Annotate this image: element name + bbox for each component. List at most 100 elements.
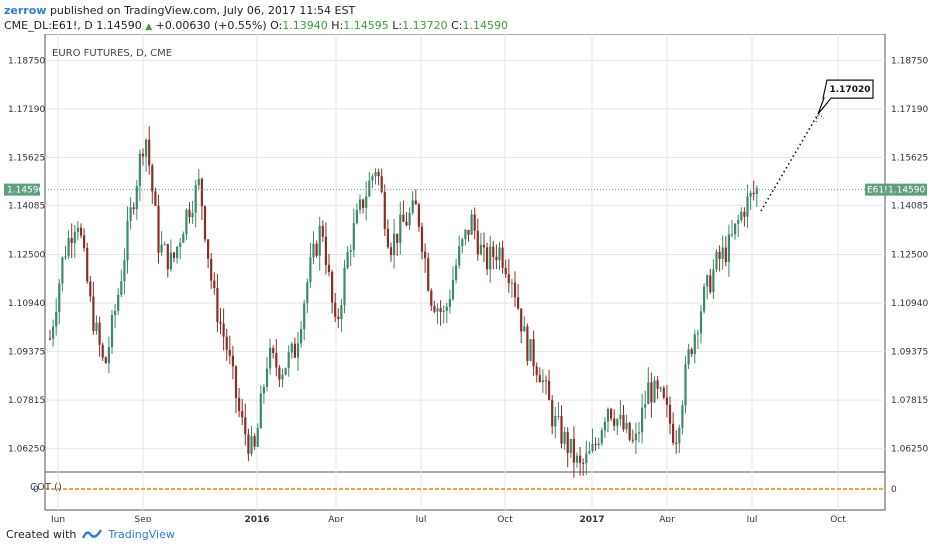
candle-body <box>709 275 712 293</box>
candle-body <box>231 355 234 367</box>
x-tick-label: Apr <box>659 515 675 522</box>
candle-body <box>572 439 575 463</box>
last-price: 1.14590 <box>96 19 142 32</box>
y-tick-left: 1.15625 <box>8 153 45 163</box>
y-tick-right: 1.17190 <box>891 105 928 115</box>
candle-body <box>396 233 399 243</box>
candle-body <box>337 316 340 320</box>
candle-body <box>399 214 402 243</box>
candle-body <box>352 223 355 251</box>
close-value: 1.14590 <box>462 19 509 32</box>
candle-body <box>169 252 172 270</box>
candle-body <box>278 367 281 380</box>
candle-body <box>591 444 594 452</box>
candle-body <box>185 209 188 235</box>
candle-body <box>724 247 727 262</box>
price-tag-symbol: E61! <box>867 186 888 196</box>
candle-body <box>634 433 637 441</box>
symbol-label[interactable]: CME_DL:E61!, D <box>4 19 93 32</box>
candle-body <box>470 214 473 235</box>
candle-body <box>355 210 358 224</box>
y-tick-right: 1.14085 <box>891 201 928 211</box>
tradingview-logo-icon <box>82 529 103 539</box>
candle-body <box>517 297 520 309</box>
price-chart[interactable]: 1.18750 1.18750 1.17190 1.17190 1.15625 1.156… <box>0 34 932 522</box>
candle-body <box>262 386 265 394</box>
y-tick-right: 1.10940 <box>891 299 928 309</box>
candle-body <box>622 414 625 430</box>
plot-frame <box>44 34 886 511</box>
candle-body <box>216 288 219 323</box>
candle-body <box>693 334 696 355</box>
candle-body <box>625 422 628 430</box>
candle-body <box>52 326 55 339</box>
candle-body <box>665 397 668 405</box>
candle-body <box>544 380 548 382</box>
candle-body <box>389 247 393 255</box>
candle-body <box>641 407 644 433</box>
target-callout-text: 1.17020 <box>830 85 871 95</box>
price-tag-value: 1.14590 <box>888 186 925 196</box>
candle-body <box>197 178 200 186</box>
candle-body <box>427 258 430 291</box>
price-tag-left <box>4 183 40 196</box>
candle-body <box>687 349 690 365</box>
candle-body <box>234 366 238 399</box>
candle-body <box>594 444 597 446</box>
candle-body <box>734 223 737 235</box>
candle-body <box>541 380 544 383</box>
y-tick-left: 1.09375 <box>8 348 45 358</box>
candle-body <box>715 251 718 270</box>
candle-body <box>551 400 554 427</box>
candle-body <box>529 339 532 361</box>
candle-body <box>486 247 489 270</box>
candle-body <box>120 281 123 295</box>
candle-body <box>610 409 613 419</box>
x-tick-label: Apr <box>328 515 344 522</box>
candle-body <box>579 455 582 463</box>
candle-body <box>272 348 275 354</box>
candle-body <box>504 267 507 275</box>
candle-body <box>458 246 461 266</box>
candle-body <box>368 180 371 197</box>
candle-body <box>473 214 476 231</box>
candle-body <box>64 256 67 258</box>
candle-body <box>160 244 163 253</box>
candle-body <box>548 380 551 401</box>
candle-body <box>442 310 445 312</box>
candle-body <box>331 271 334 303</box>
candle-body <box>73 231 76 244</box>
candle-body <box>138 153 141 187</box>
candle-body <box>575 455 579 463</box>
candle-body <box>479 244 482 255</box>
candle-body <box>290 343 293 353</box>
candle-body <box>582 462 585 464</box>
candle-body <box>241 411 244 418</box>
candle-body <box>436 308 439 312</box>
x-tick-label: Jul <box>415 515 427 522</box>
author-link[interactable]: zerrow <box>4 4 47 17</box>
candle-body <box>61 257 64 284</box>
up-arrow-icon: ▲ <box>145 22 153 32</box>
candle-body <box>420 226 424 252</box>
y-tick-right: 1.15625 <box>891 153 928 163</box>
candle-body <box>244 417 247 435</box>
y-tick-right: 1.09375 <box>891 348 928 358</box>
candle-body <box>101 344 104 358</box>
candle-body <box>225 336 228 350</box>
candle-body <box>417 204 420 227</box>
candle-body <box>309 257 312 283</box>
candle-body <box>287 352 290 369</box>
candle-body <box>126 220 129 261</box>
y-tick-left: 1.14085 <box>8 201 45 211</box>
candle-body <box>107 347 110 364</box>
x-tick-label: Jul <box>746 515 758 522</box>
candle-body <box>79 227 83 236</box>
y-tick-right: 1.12500 <box>891 251 928 261</box>
candle-body <box>411 200 414 213</box>
candle-body <box>585 453 588 464</box>
gridlines: 1.18750 1.18750 1.17190 1.17190 1.15625 1.156… <box>8 34 928 522</box>
candle-body <box>721 247 724 259</box>
tradingview-brand[interactable]: TradingView <box>108 527 175 541</box>
candle-body <box>383 192 386 229</box>
